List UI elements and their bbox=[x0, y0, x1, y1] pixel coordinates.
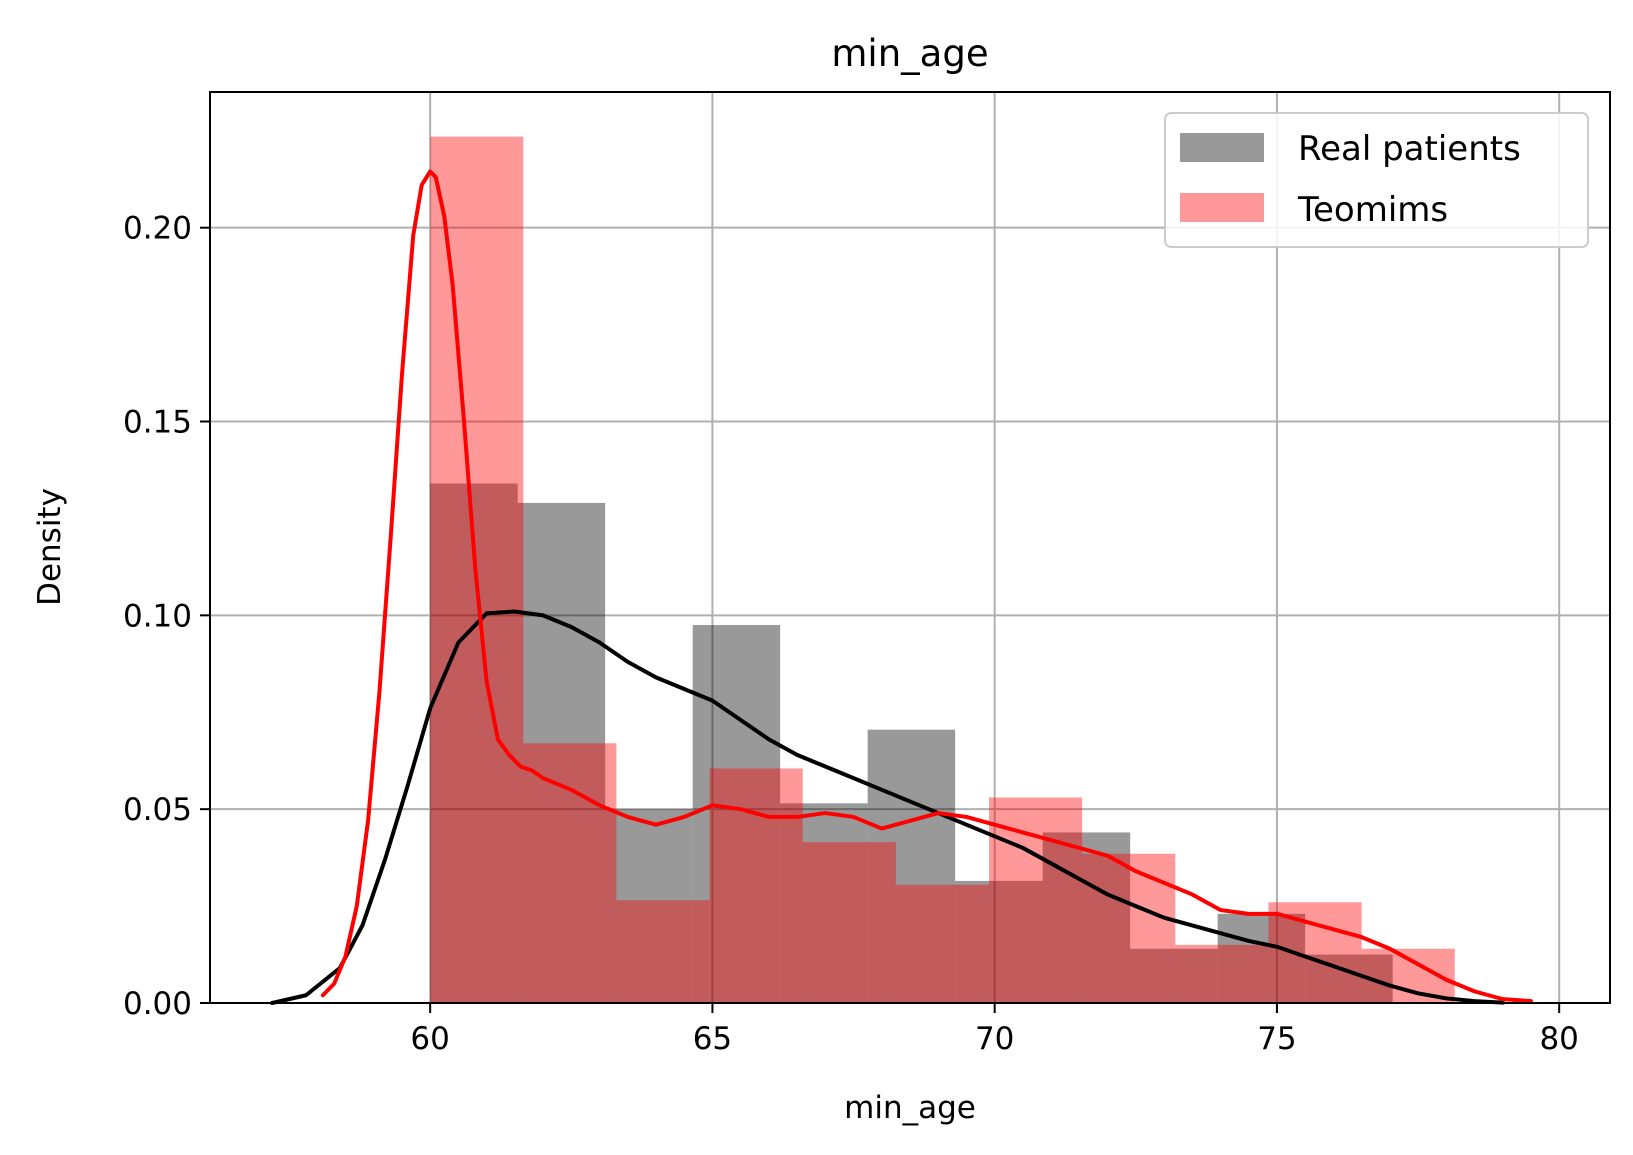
histogram-bar bbox=[955, 880, 1043, 1003]
legend-swatch-real-patients bbox=[1180, 133, 1264, 162]
histogram-bar bbox=[1217, 913, 1306, 1003]
histogram-bar bbox=[802, 842, 896, 1003]
histogram-bar bbox=[867, 729, 956, 1003]
axis-ticks: 60 65 70 75 80 0.00 0.05 0.10 0.15 0.20 bbox=[123, 211, 1579, 1057]
histogram-bar bbox=[1268, 902, 1362, 1003]
x-tick-label: 60 bbox=[410, 1021, 449, 1057]
chart-title: min_age bbox=[831, 32, 988, 75]
legend-swatch-teomims bbox=[1180, 193, 1264, 222]
x-tick-label: 75 bbox=[1257, 1021, 1296, 1057]
kde-line-series-1 bbox=[320, 169, 1533, 1004]
histogram-bar bbox=[780, 803, 868, 1003]
legend-label-real-patients: Real patients bbox=[1298, 129, 1521, 169]
kde-line-series-0 bbox=[270, 609, 1505, 1005]
histogram-bar bbox=[605, 809, 693, 1003]
y-tick-label: 0.15 bbox=[123, 405, 192, 441]
histogram-bar bbox=[1082, 853, 1176, 1003]
legend: Real patients Teomims bbox=[1164, 112, 1589, 248]
y-tick-label: 0.00 bbox=[123, 986, 192, 1022]
x-tick-label: 70 bbox=[975, 1021, 1014, 1057]
y-tick-label: 0.05 bbox=[123, 792, 192, 828]
y-tick-label: 0.20 bbox=[123, 211, 192, 247]
histogram-bar bbox=[1175, 944, 1269, 1003]
x-tick-label: 65 bbox=[693, 1021, 732, 1057]
histogram-bar bbox=[616, 900, 710, 1003]
x-tick-label: 80 bbox=[1539, 1021, 1578, 1057]
y-axis-label: Density bbox=[32, 488, 68, 606]
x-axis-label: min_age bbox=[844, 1090, 976, 1126]
legend-box bbox=[1164, 112, 1589, 248]
plot-frame bbox=[209, 91, 1611, 1004]
histogram-bar bbox=[1130, 948, 1218, 1003]
histogram-bar bbox=[523, 743, 617, 1003]
kde-curves bbox=[270, 169, 1533, 1005]
y-tick-label: 0.10 bbox=[123, 598, 192, 634]
histogram-bar bbox=[709, 768, 803, 1003]
histogram-bar bbox=[989, 797, 1083, 1003]
histogram-bar bbox=[517, 502, 606, 1003]
histogram-bar bbox=[895, 884, 990, 1003]
legend-label-teomims: Teomims bbox=[1297, 190, 1448, 230]
